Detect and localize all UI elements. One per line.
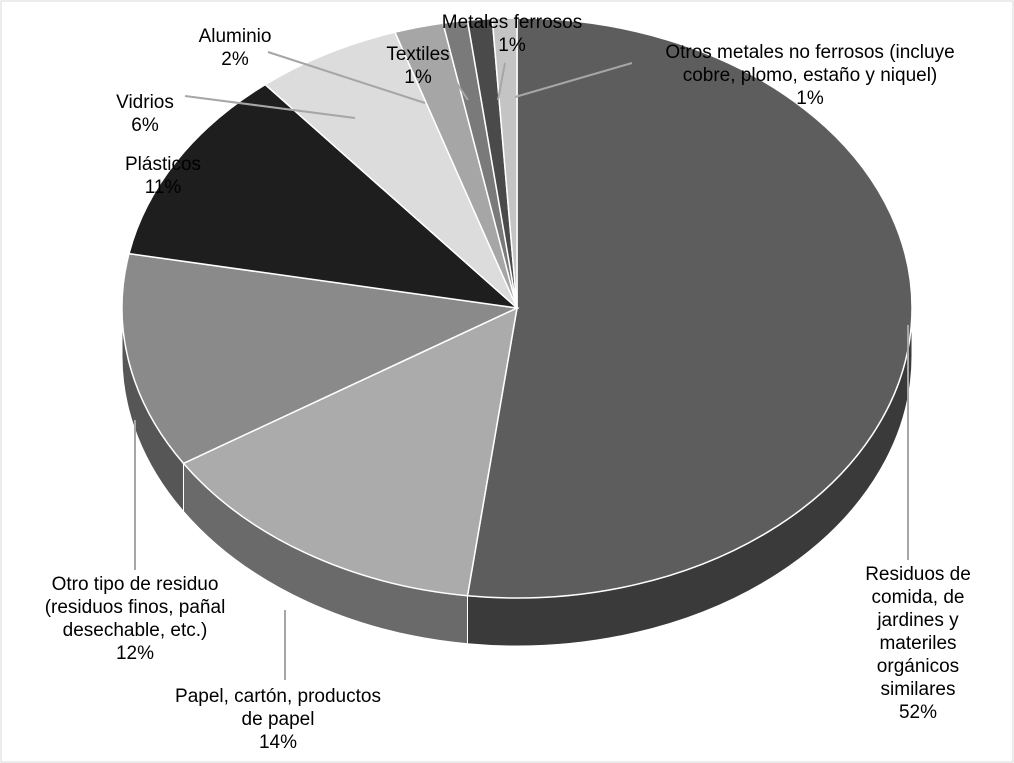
slice-percent: 1% [796, 88, 824, 109]
slice-vidrios [263, 31, 518, 309]
slice-percent: 6% [131, 115, 159, 136]
slice-label-line: similares [881, 679, 956, 700]
slice-percent: 52% [899, 702, 937, 723]
leader-line-aluminio [267, 51, 426, 104]
slice-label-metales-ferrosos: Metales ferrosos 1% [442, 12, 582, 56]
label-layer: Residuos de comida, de jardines y materiles… [45, 12, 971, 753]
slice-label-plasticos: Plásticos 11% [125, 154, 201, 198]
slice-otros-metales-no [491, 17, 518, 309]
slice-label-line: (residuos finos, pañal [45, 597, 226, 618]
slice-label-residuos-de: Residuos de comida, de jardines y materiles… [865, 564, 971, 723]
slice-layer [121, 17, 913, 647]
slice-label-otros-metales-no: Otros metales no ferrosos (incluye cobre,… [665, 42, 954, 109]
slice-papel-carton-productos [182, 306, 518, 597]
slice-label-line: Metales ferrosos [442, 12, 582, 33]
slice-label-line: desechable, etc.) [63, 620, 208, 641]
slice-label-papel-carton-productos: Papel, cartón, productos de papel 14% [175, 686, 381, 753]
leader-line-otros-metales-no [514, 62, 633, 98]
slice-label-line: Residuos de [865, 564, 971, 585]
slice-label-line: de papel [242, 709, 315, 730]
leader-line-vidrios [184, 95, 356, 119]
slice-label-line: Plásticos [125, 154, 201, 175]
slice-label-line: Aluminio [199, 26, 272, 47]
slice-label-line: cobre, plomo, estaño y niquel) [683, 65, 938, 86]
slice-percent: 1% [498, 35, 526, 56]
slice-label-line: Vidrios [116, 92, 174, 113]
slice-label-aluminio: Aluminio 2% [199, 26, 272, 70]
slice-otro-tipo-de [121, 252, 520, 465]
slice-label-line: jardines y [876, 610, 959, 631]
slice-percent: 11% [145, 177, 182, 198]
leader-layer [134, 51, 909, 680]
slice-percent: 1% [404, 67, 432, 88]
leader-line-textiles [447, 69, 469, 101]
leader-line-metales-ferrosos [497, 62, 506, 101]
slice-label-line: Papel, cartón, productos [175, 686, 381, 707]
slice-label-vidrios: Vidrios 6% [116, 92, 174, 136]
slice-percent: 12% [116, 643, 154, 664]
slice-label-line: Otros metales no ferrosos (incluye [665, 42, 954, 63]
slice-percent: 14% [259, 732, 297, 753]
slice-label-line: Textiles [386, 44, 449, 65]
slice-label-line: orgánicos [877, 656, 959, 677]
slice-label-line: comida, de [872, 587, 965, 608]
slice-label-line: Otro tipo de residuo [52, 574, 219, 595]
slice-residuos-de [466, 17, 913, 599]
slice-percent: 2% [221, 49, 249, 70]
slice-label-otro-tipo-de: Otro tipo de residuo (residuos finos, pañ… [45, 574, 226, 664]
slice-label-line: materiles [879, 633, 956, 654]
slice-plasticos [128, 83, 520, 310]
slice-label-textiles: Textiles 1% [386, 44, 449, 88]
